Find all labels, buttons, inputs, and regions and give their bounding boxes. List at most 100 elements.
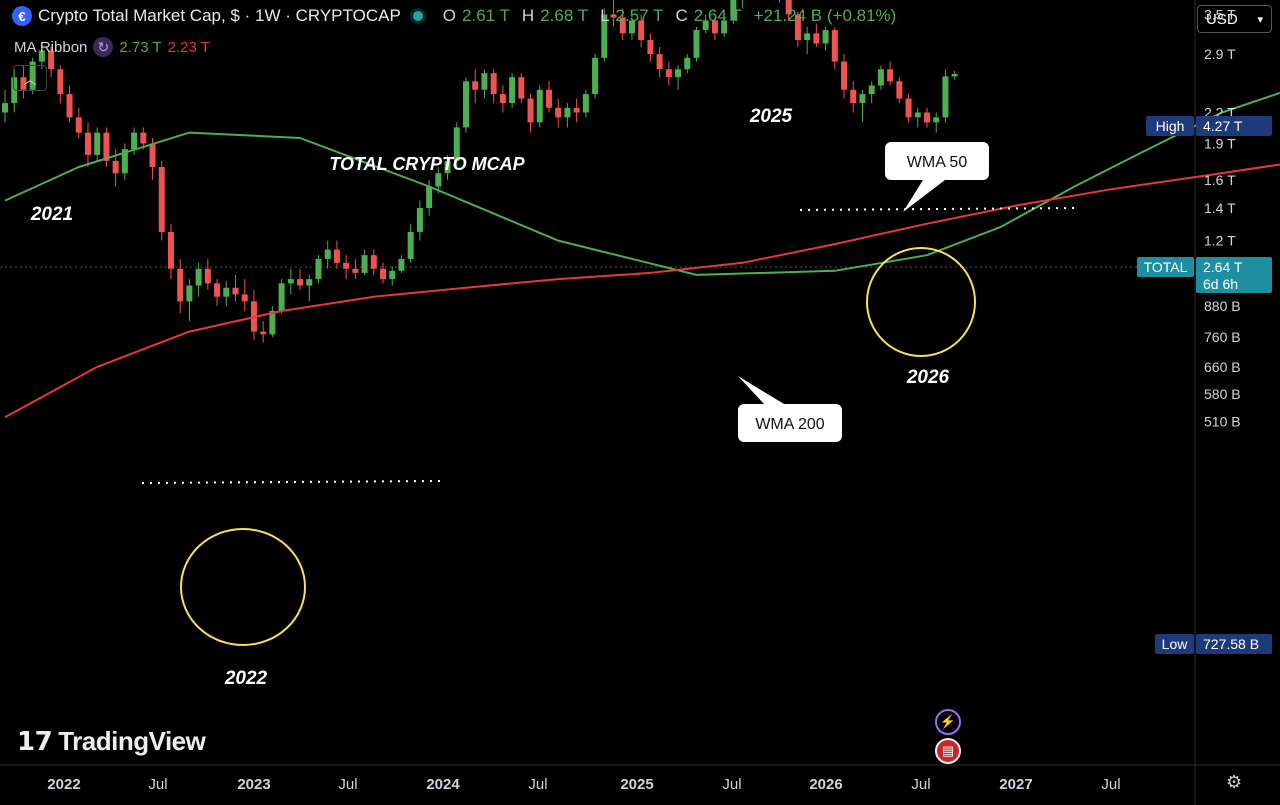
candle [887, 61, 894, 86]
refresh-icon[interactable]: ↻ [93, 37, 114, 57]
candle [592, 54, 599, 99]
indicator-legend[interactable]: MA Ribbon ↻ 2.73 T 2.23 T [14, 37, 210, 57]
candle [665, 61, 672, 86]
candle [831, 26, 838, 70]
candle [610, 0, 617, 27]
candle [94, 127, 101, 161]
candle [407, 223, 414, 263]
price-tick-label: 580 B [1204, 386, 1241, 402]
year-label-2022: 2022 [224, 668, 268, 689]
time-tick-label: 2026 [809, 776, 842, 793]
candle [702, 14, 709, 34]
candle [75, 107, 82, 138]
price-tick-label: 1.2 T [1204, 233, 1236, 249]
candle [186, 279, 193, 322]
chevron-down-icon: ▾ [1257, 13, 1263, 26]
candle [306, 274, 313, 302]
candle [905, 94, 912, 123]
candle [278, 279, 285, 314]
candle [693, 26, 700, 62]
candle [841, 54, 848, 99]
candle [914, 107, 921, 128]
candle [564, 103, 571, 128]
time-tick-label: 2027 [999, 776, 1032, 793]
candle [121, 143, 128, 180]
high-label: H [521, 6, 535, 25]
candle [924, 107, 930, 128]
candle [195, 262, 202, 297]
tradingview-logo: 𝟭𝟳 TradingView [17, 726, 206, 757]
settings-icon[interactable]: ⚙ [1226, 772, 1243, 792]
candle [57, 65, 64, 104]
candle [619, 8, 626, 41]
candle [868, 81, 875, 104]
candle [214, 279, 221, 307]
us-flag-icon[interactable]: ▤ [935, 738, 961, 764]
wma50-callout: WMA 50 [885, 142, 989, 212]
candle [804, 26, 811, 55]
candle [389, 266, 396, 286]
time-tick-label: Jul [528, 776, 547, 793]
candle [518, 73, 525, 104]
indicator-name[interactable]: MA Ribbon [14, 38, 88, 56]
wma200-label: WMA 200 [755, 416, 824, 433]
candles-group [2, 0, 958, 343]
candle [435, 166, 442, 194]
candle [269, 306, 276, 338]
candle [601, 8, 608, 62]
year-label-2025: 2025 [749, 106, 793, 127]
svg-text:TOTAL: TOTAL [1144, 259, 1188, 275]
wma200-callout: WMA 200 [738, 376, 842, 442]
candle [573, 98, 580, 123]
candle [444, 154, 451, 180]
candle [942, 69, 949, 123]
svg-text:727.58 B: 727.58 B [1203, 636, 1259, 652]
currency-select[interactable]: USD ▾ [1197, 5, 1272, 33]
svg-text:Low: Low [1162, 636, 1189, 652]
price-tick-label: 760 B [1204, 329, 1241, 345]
price-tags: High 4.27 T TOTAL 2.64 T6d 6h Low 727.58 B [1137, 116, 1272, 654]
year-label-2021: 2021 [30, 204, 73, 225]
svg-text:High: High [1156, 118, 1185, 134]
time-tick-label: 2022 [47, 776, 80, 793]
candle [785, 0, 792, 21]
candle [370, 249, 377, 275]
circle-2026-bottom [866, 247, 976, 357]
collapse-legend-button[interactable]: ︿ [13, 65, 47, 91]
tradingview-mark-icon: 𝟭𝟳 [17, 726, 53, 756]
candle [527, 94, 534, 133]
candle [398, 255, 405, 273]
candle [223, 281, 230, 307]
crypto-coin-icon: € [12, 6, 32, 26]
candle [472, 69, 479, 104]
candle [103, 127, 110, 167]
candle [742, 0, 744, 9]
watermark-text: TradingView [58, 726, 206, 756]
price-tick-label: 1.6 T [1204, 172, 1236, 188]
circle-2022-bottom [180, 528, 306, 646]
wma50-line [4, 91, 1280, 276]
time-tick-label: Jul [1101, 776, 1120, 793]
wma50-value: 2.73 T [119, 38, 162, 56]
candle [628, 14, 635, 41]
candle [84, 122, 91, 167]
candle [509, 73, 516, 108]
time-tick-label: 2025 [620, 776, 653, 793]
price-tick-label: 1.9 T [1204, 136, 1236, 152]
symbol-title[interactable]: Crypto Total Market Cap, $ · 1W · CRYPTO… [38, 6, 401, 25]
time-axis: 2022 Jul 2023 Jul 2024 Jul 2025 Jul 2026 Jul 2027 J… [47, 776, 1120, 793]
time-tick-label: Jul [338, 776, 357, 793]
price-tag-total: TOTAL 2.64 T6d 6h [1137, 257, 1272, 293]
change-value: +21.24 B (+0.81%) [753, 6, 897, 25]
candle [38, 43, 45, 70]
candle [29, 57, 36, 95]
open-label: O [442, 6, 457, 25]
candle [730, 0, 737, 24]
svg-text:2.64 T: 2.64 T [1203, 259, 1243, 275]
lightning-icon[interactable]: ⚡ [935, 709, 961, 735]
candle [361, 249, 368, 275]
candle [343, 255, 350, 280]
candle [463, 77, 469, 133]
candle [647, 33, 654, 62]
